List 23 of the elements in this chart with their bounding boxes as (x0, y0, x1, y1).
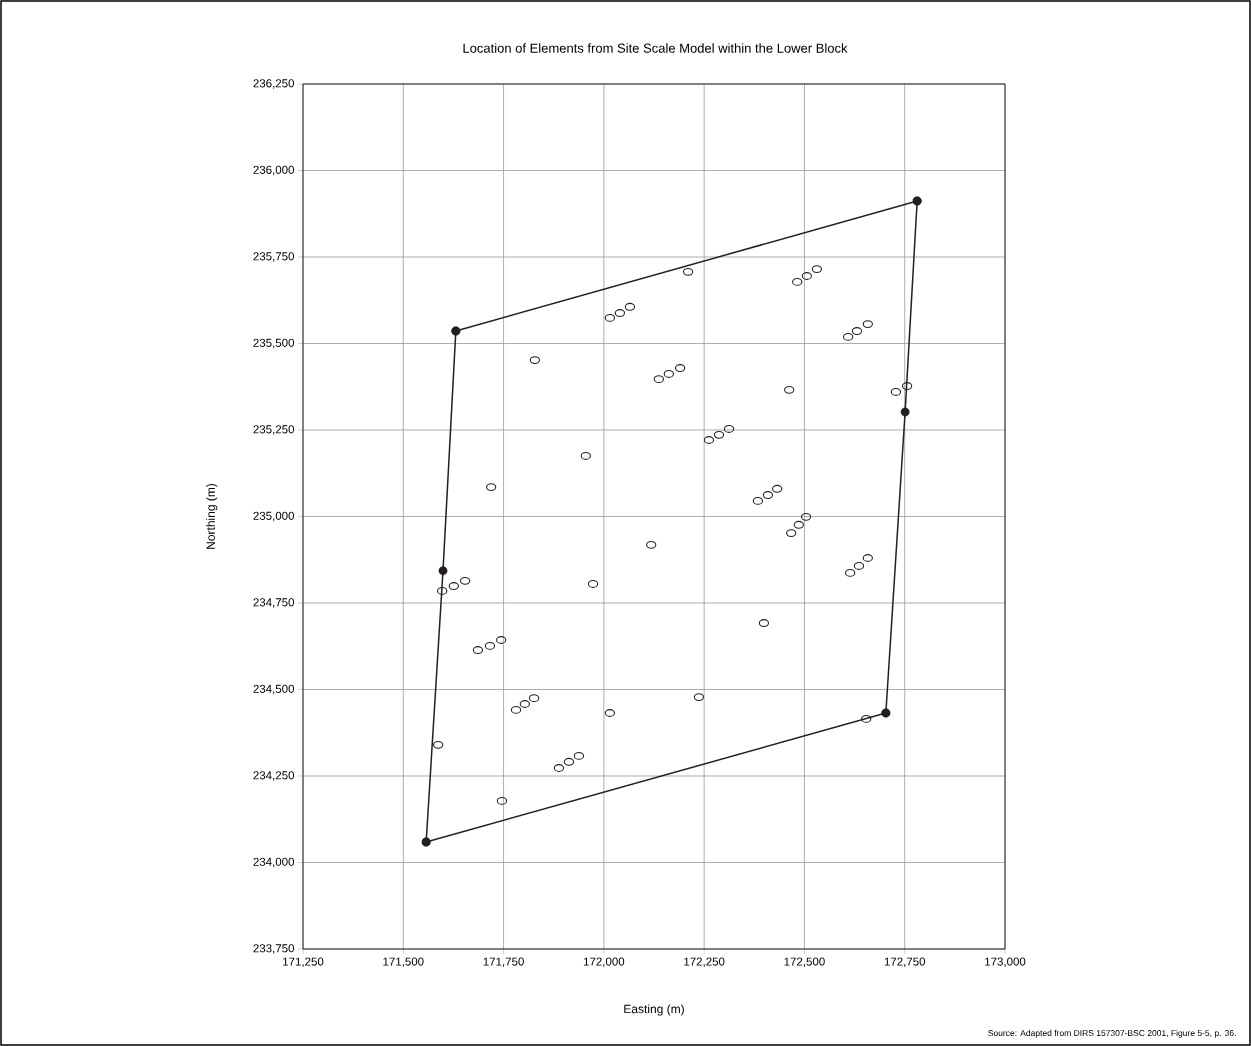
y-tick-label: 236,000 (253, 165, 295, 176)
y-tick-label: 235,500 (253, 338, 295, 349)
y-tick-label: 235,000 (253, 511, 295, 522)
x-tick-label: 172,750 (884, 957, 926, 968)
x-tick-label: 171,500 (383, 957, 424, 968)
y-tick-label: 234,000 (253, 857, 295, 868)
x-tick-label: 172,000 (583, 957, 625, 968)
source-note: Source: Adapted from DIRS 157307-BSC 2001, Figure 5-5, p. 36. (988, 1029, 1236, 1038)
x-tick-label: 171,750 (483, 957, 524, 968)
x-tick-label: 172,250 (684, 957, 725, 968)
x-axis-title: Easting (m) (624, 1004, 684, 1016)
y-tick-label: 234,250 (253, 771, 295, 781)
y-tick-label: 235,250 (253, 425, 295, 435)
x-tick-label: 173,000 (985, 957, 1026, 968)
y-tick-label: 234,500 (253, 684, 295, 695)
y-tick-label: 235,750 (253, 252, 295, 262)
x-tick-label: 172,500 (784, 957, 825, 968)
x-tick-label: 171,250 (283, 957, 324, 968)
y-axis-title: Northing (m) (206, 483, 218, 549)
y-tick-label: 234,750 (253, 598, 295, 608)
y-tick-label: 236,250 (253, 79, 295, 89)
chart-title: Location of Elements from Site Scale Model within the Lower Block (463, 43, 848, 53)
y-tick-label: 233,750 (253, 944, 295, 954)
